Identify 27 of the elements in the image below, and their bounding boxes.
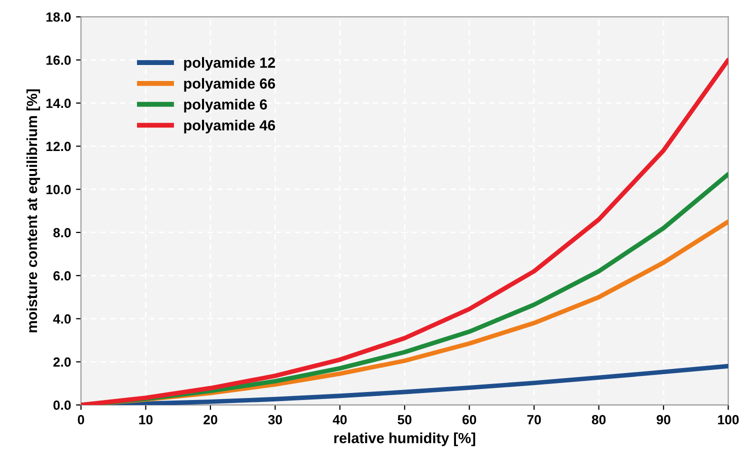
x-tick-label: 0 — [78, 415, 84, 424]
x-tick-label: 90 — [656, 415, 670, 424]
y-axis-title: moisture content at equilibrium [%] — [26, 89, 40, 332]
x-tick-label: 80 — [592, 415, 606, 424]
x-tick-label: 70 — [527, 415, 541, 424]
y-tick-label: 10.0 — [46, 184, 71, 194]
x-tick-label: 50 — [398, 415, 412, 424]
x-tick-label: 10 — [139, 415, 153, 424]
legend-label: polyamide 66 — [184, 78, 276, 92]
y-tick-label: 4.0 — [53, 314, 71, 324]
y-tick-label: 16.0 — [46, 56, 71, 65]
x-tick-label: 100 — [718, 415, 739, 424]
y-tick-label: 18.0 — [46, 12, 71, 22]
x-tick-label: 20 — [204, 415, 218, 424]
x-tick-label: 30 — [268, 415, 282, 424]
x-axis-title: relative humidity [%] — [334, 432, 476, 446]
y-tick-label: 12.0 — [46, 142, 71, 152]
y-tick-label: 0.0 — [53, 400, 71, 410]
x-tick-label: 60 — [462, 415, 476, 424]
y-tick-label: 6.0 — [53, 271, 71, 280]
x-tick-label: 40 — [332, 415, 347, 424]
legend-label: polyamide 12 — [184, 57, 275, 71]
legend-label: polyamide 6 — [184, 98, 267, 112]
y-tick-label: 2.0 — [53, 357, 71, 367]
y-tick-label: 8.0 — [53, 228, 71, 238]
legend-label: polyamide 46 — [184, 120, 276, 134]
y-tick-label: 14.0 — [46, 98, 71, 108]
